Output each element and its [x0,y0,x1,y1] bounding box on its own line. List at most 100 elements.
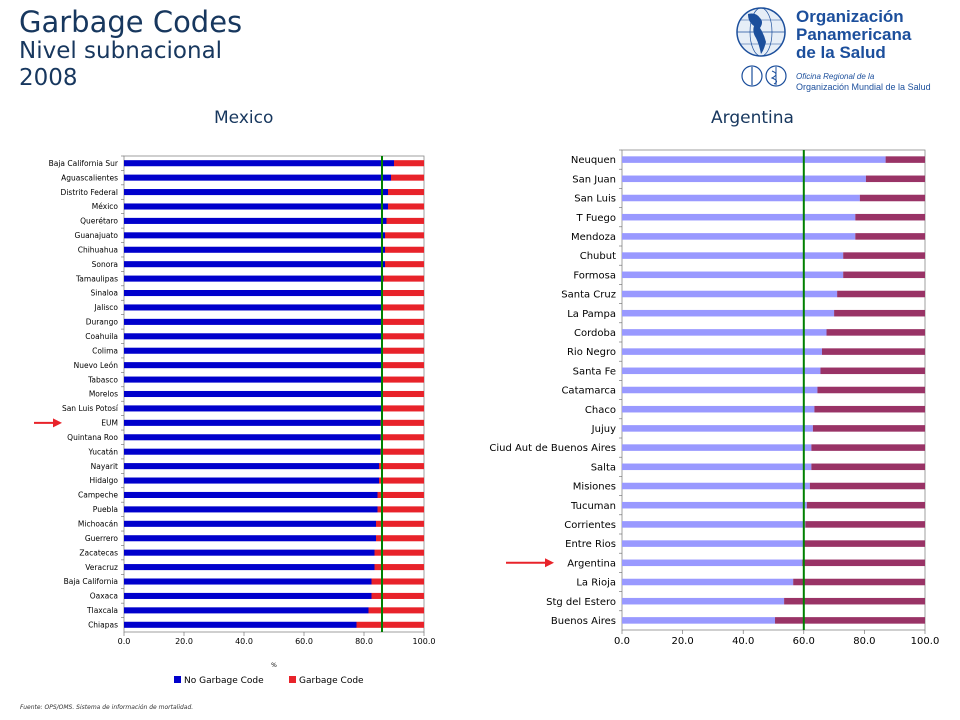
bar-garbage-code-distrito-federal [388,189,424,196]
page-title: Garbage Codes [19,5,243,39]
category-label: Baja California [64,577,118,586]
bar-garbage-code-puebla [377,506,424,513]
who-emblem-icon [741,65,787,87]
x-tick-label: 20.0 [175,637,193,646]
bar-no-garbage-code-san-luis [622,194,860,202]
bar-garbage-code-rio-negro [821,348,925,355]
bar-garbage-code-jujuy [812,425,925,432]
bar-garbage-code-santa-cruz [837,290,925,298]
category-label: Campeche [78,491,118,500]
category-label: Hidalgo [89,476,118,485]
bar-no-garbage-code-rio-negro [622,348,822,355]
category-label: Coahuila [85,332,118,341]
bar-garbage-code-guanajuato [385,232,424,239]
category-label: Jalisco [93,303,118,312]
bar-garbage-code-ciud-aut-de-buenos-aires [811,444,925,451]
category-label: Sonora [92,260,118,269]
x-tick-label: 40.0 [732,636,754,647]
legend-swatch-no-garbage-code [174,676,181,683]
bar-no-garbage-code-tabasco [124,376,382,383]
title-block: Garbage Codes Nivel subnacional 2008 [19,6,242,92]
bar-garbage-code-mendoza [855,233,925,240]
bar-no-garbage-code-quintana-roo [124,434,381,441]
bar-garbage-code-aguascalientes [391,174,424,181]
page-subtitle: Nivel subnacional [19,38,223,64]
bar-garbage-code-quintana-roo [380,434,424,441]
bar-no-garbage-code-misiones [622,482,810,490]
x-axis-label: % [271,662,277,669]
bar-no-garbage-code-buenos-aires [622,617,776,624]
bar-garbage-code-cordoba [826,329,925,336]
bar-no-garbage-code-guanajuato [124,232,385,239]
bar-no-garbage-code-coahuila [124,333,382,340]
bar-garbage-code-chiapas [356,621,424,628]
category-label: Cordoba [574,328,616,339]
bar-no-garbage-code-baja-california [124,578,372,585]
bar-garbage-code-sinaloa [382,290,424,297]
bar-no-garbage-code-yucatan [124,448,381,455]
bar-no-garbage-code-jujuy [622,425,813,432]
category-label: Neuquen [571,155,616,166]
category-label: Sinaloa [91,289,118,298]
category-label: Oaxaca [90,592,118,601]
argentina-chart: Neuquen San Juan San Luis T Fuego Mendoza Chu… [489,149,939,647]
bar-no-garbage-code-eum [124,419,381,426]
category-label: EUM [101,419,118,428]
bar-garbage-code-salta [811,463,925,471]
category-label: Durango [86,318,119,327]
bar-garbage-code-tlaxcala [368,607,424,614]
bar-no-garbage-code-baja-california-sur [124,160,394,167]
legend-swatch-garbage-code [289,676,296,683]
bar-garbage-code-coahuila [382,333,424,340]
bar-no-garbage-code-sonora [124,261,385,268]
bar-garbage-code-yucatan [380,448,424,455]
category-label: Rio Negro [567,347,616,358]
bar-no-garbage-code-nuevo-leon [124,362,382,369]
bar-garbage-code-guerrero [376,535,424,542]
bar-no-garbage-code-oaxaca [124,592,372,599]
category-label: San Luis Potosí [62,404,119,413]
bar-no-garbage-code-ciud-aut-de-buenos-aires [622,444,812,451]
logo-name-line-2: Panamericana [796,25,912,44]
logo-small-line-1: Oficina Regional de la [796,72,875,81]
bar-no-garbage-code-mexico [124,203,388,210]
category-label: Distrito Federal [61,188,118,197]
bar-garbage-code-campeche [377,491,424,498]
source-footnote: Fuente: OPS/OMS. Sistema de información … [20,704,194,711]
bar-no-garbage-code-guerrero [124,535,376,542]
category-label: Chiapas [88,620,118,629]
bar-garbage-code-jalisco [382,304,424,311]
bar-no-garbage-code-neuquen [622,156,886,163]
x-tick-label: 40.0 [235,637,253,646]
bar-garbage-code-michoacan [376,520,424,527]
bar-no-garbage-code-mendoza [622,233,856,240]
logo-small-line-2: Organización Mundial de la Salud [796,82,931,92]
argentina-chart-title: Argentina [711,108,794,128]
bar-garbage-code-misiones [809,482,925,490]
category-label: Entre Rios [565,539,616,550]
category-label: Tlaxcala [86,606,118,615]
x-tick-label: 0.0 [118,637,131,646]
bar-no-garbage-code-durango [124,318,382,325]
x-tick-label: 80.0 [853,636,875,647]
bar-garbage-code-baja-california-sur [394,160,424,167]
bar-garbage-code-zacatecas [374,549,424,556]
category-label: Tamaulipas [75,274,118,283]
bar-garbage-code-t-fuego [855,213,925,221]
logo-name-line-1: Organización [796,7,904,26]
bar-garbage-code-nayarit [379,463,424,470]
bar-garbage-code-tamaulipas [383,275,424,282]
category-label: Santa Fe [573,366,616,377]
bar-garbage-code-oaxaca [371,592,424,599]
category-label: Catamarca [561,386,616,397]
x-tick-label: 60.0 [793,636,815,647]
bar-no-garbage-code-t-fuego [622,213,856,221]
paho-logo: Organización Panamericana de la Salud Of… [736,7,931,92]
category-label: San Juan [572,174,616,185]
bar-no-garbage-code-jalisco [124,304,382,311]
category-label: Guerrero [85,534,119,543]
x-tick-label: 0.0 [614,636,630,647]
bar-no-garbage-code-campeche [124,491,378,498]
bar-no-garbage-code-santa-fe [622,367,821,375]
category-label: Guanajuato [75,231,119,240]
